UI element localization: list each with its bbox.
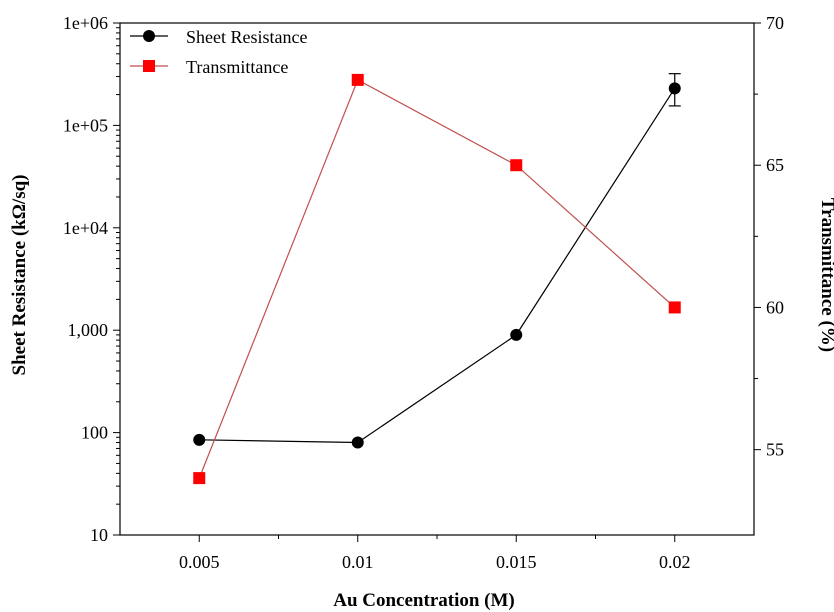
y-left-tick-label: 10 [90,525,108,545]
data-point-sheet-resistance [193,433,206,446]
y-left-tick-label: 1e+04 [63,218,108,238]
legend: Sheet Resistance Transmittance [130,27,307,77]
y-right-tick-label: 70 [766,13,784,33]
series-layer [193,73,681,485]
data-point-sheet-resistance [351,436,364,449]
data-point-sheet-resistance [510,328,523,341]
data-point-transmittance [668,301,681,314]
x-tick-label: 0.005 [179,552,220,572]
data-point-sheet-resistance [668,82,681,95]
data-point-transmittance [351,73,364,86]
y-left-tick-label: 1e+05 [63,115,108,135]
y-left-axis-title: Sheet Resistance (kΩ/sq) [9,175,30,376]
x-tick-label: 0.02 [659,552,691,572]
axes-layer: 0.005 0.01 0.015 0.02 10 100 1,000 1e+04 1e+05 1e… [63,13,784,572]
series-line-sheet-resistance [199,88,676,444]
y-left-tick-label: 100 [81,423,108,443]
data-point-transmittance [510,159,523,172]
y-right-tick-label: 60 [766,297,784,317]
series-line-transmittance [198,79,676,479]
data-point-transmittance [193,472,206,485]
legend-marker-sheet-resistance [143,30,155,42]
legend-marker-transmittance [143,60,155,72]
y-right-tick-label: 65 [766,155,784,175]
x-tick-label: 0.01 [342,552,374,572]
x-tick-label: 0.015 [496,552,537,572]
legend-label-sheet-resistance: Sheet Resistance [186,27,307,47]
legend-label-transmittance: Transmittance [186,57,288,77]
y-left-tick-label: 1,000 [68,320,109,340]
y-left-tick-label: 1e+06 [63,13,108,33]
y-right-tick-label: 55 [766,440,784,460]
plot-frame [119,22,755,536]
y-right-axis-title: Transmittance (%) [817,198,834,352]
x-axis-title: Au Concentration (M) [333,590,515,611]
